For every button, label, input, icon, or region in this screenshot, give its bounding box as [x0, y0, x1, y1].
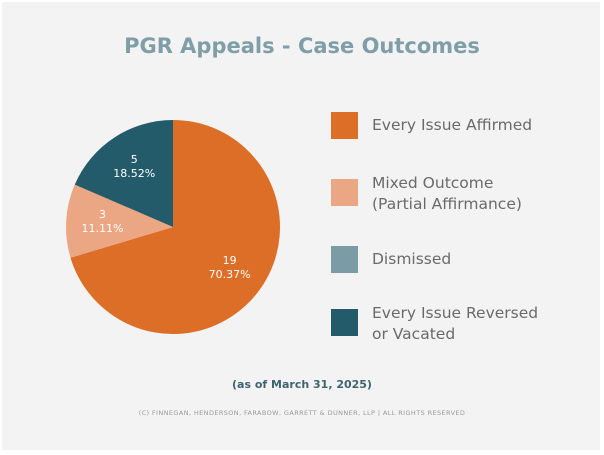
slice-percent-label: 11.11%: [82, 222, 124, 235]
slice-value-label: 3: [99, 208, 106, 221]
slice-value-label: 19: [223, 254, 237, 267]
legend-swatch: [331, 179, 358, 206]
legend-item: Every Issue Affirmed: [331, 112, 532, 139]
slice-percent-label: 18.52%: [113, 167, 155, 180]
legend-swatch: [331, 309, 358, 336]
legend-label: Dismissed: [372, 250, 452, 268]
legend-swatch: [331, 112, 358, 139]
legend-label: Every Issue Reversed or Vacated: [372, 304, 539, 343]
slice-value-label: 5: [131, 153, 138, 166]
pie-slice: [74, 119, 173, 227]
slice-percent-label: 70.37%: [209, 268, 251, 281]
chart-title: PGR Appeals - Case Outcomes: [124, 34, 480, 58]
legend-item: Mixed Outcome (Partial Affirmance): [331, 173, 522, 215]
legend-item: Dismissed: [331, 246, 451, 273]
legend-item: Every Issue Reversed or Vacated: [331, 303, 538, 345]
as-of-note: (as of March 31, 2025): [232, 378, 372, 391]
legend-label: Mixed Outcome (Partial Affirmance): [372, 174, 522, 213]
pie-slice: [70, 120, 281, 334]
pie-slice: [66, 184, 173, 258]
copyright: (C) FINNEGAN, HENDERSON, FARABOW, GARRET…: [138, 409, 466, 417]
legend-swatch: [331, 246, 358, 273]
legend-label: Every Issue Affirmed: [372, 116, 533, 134]
